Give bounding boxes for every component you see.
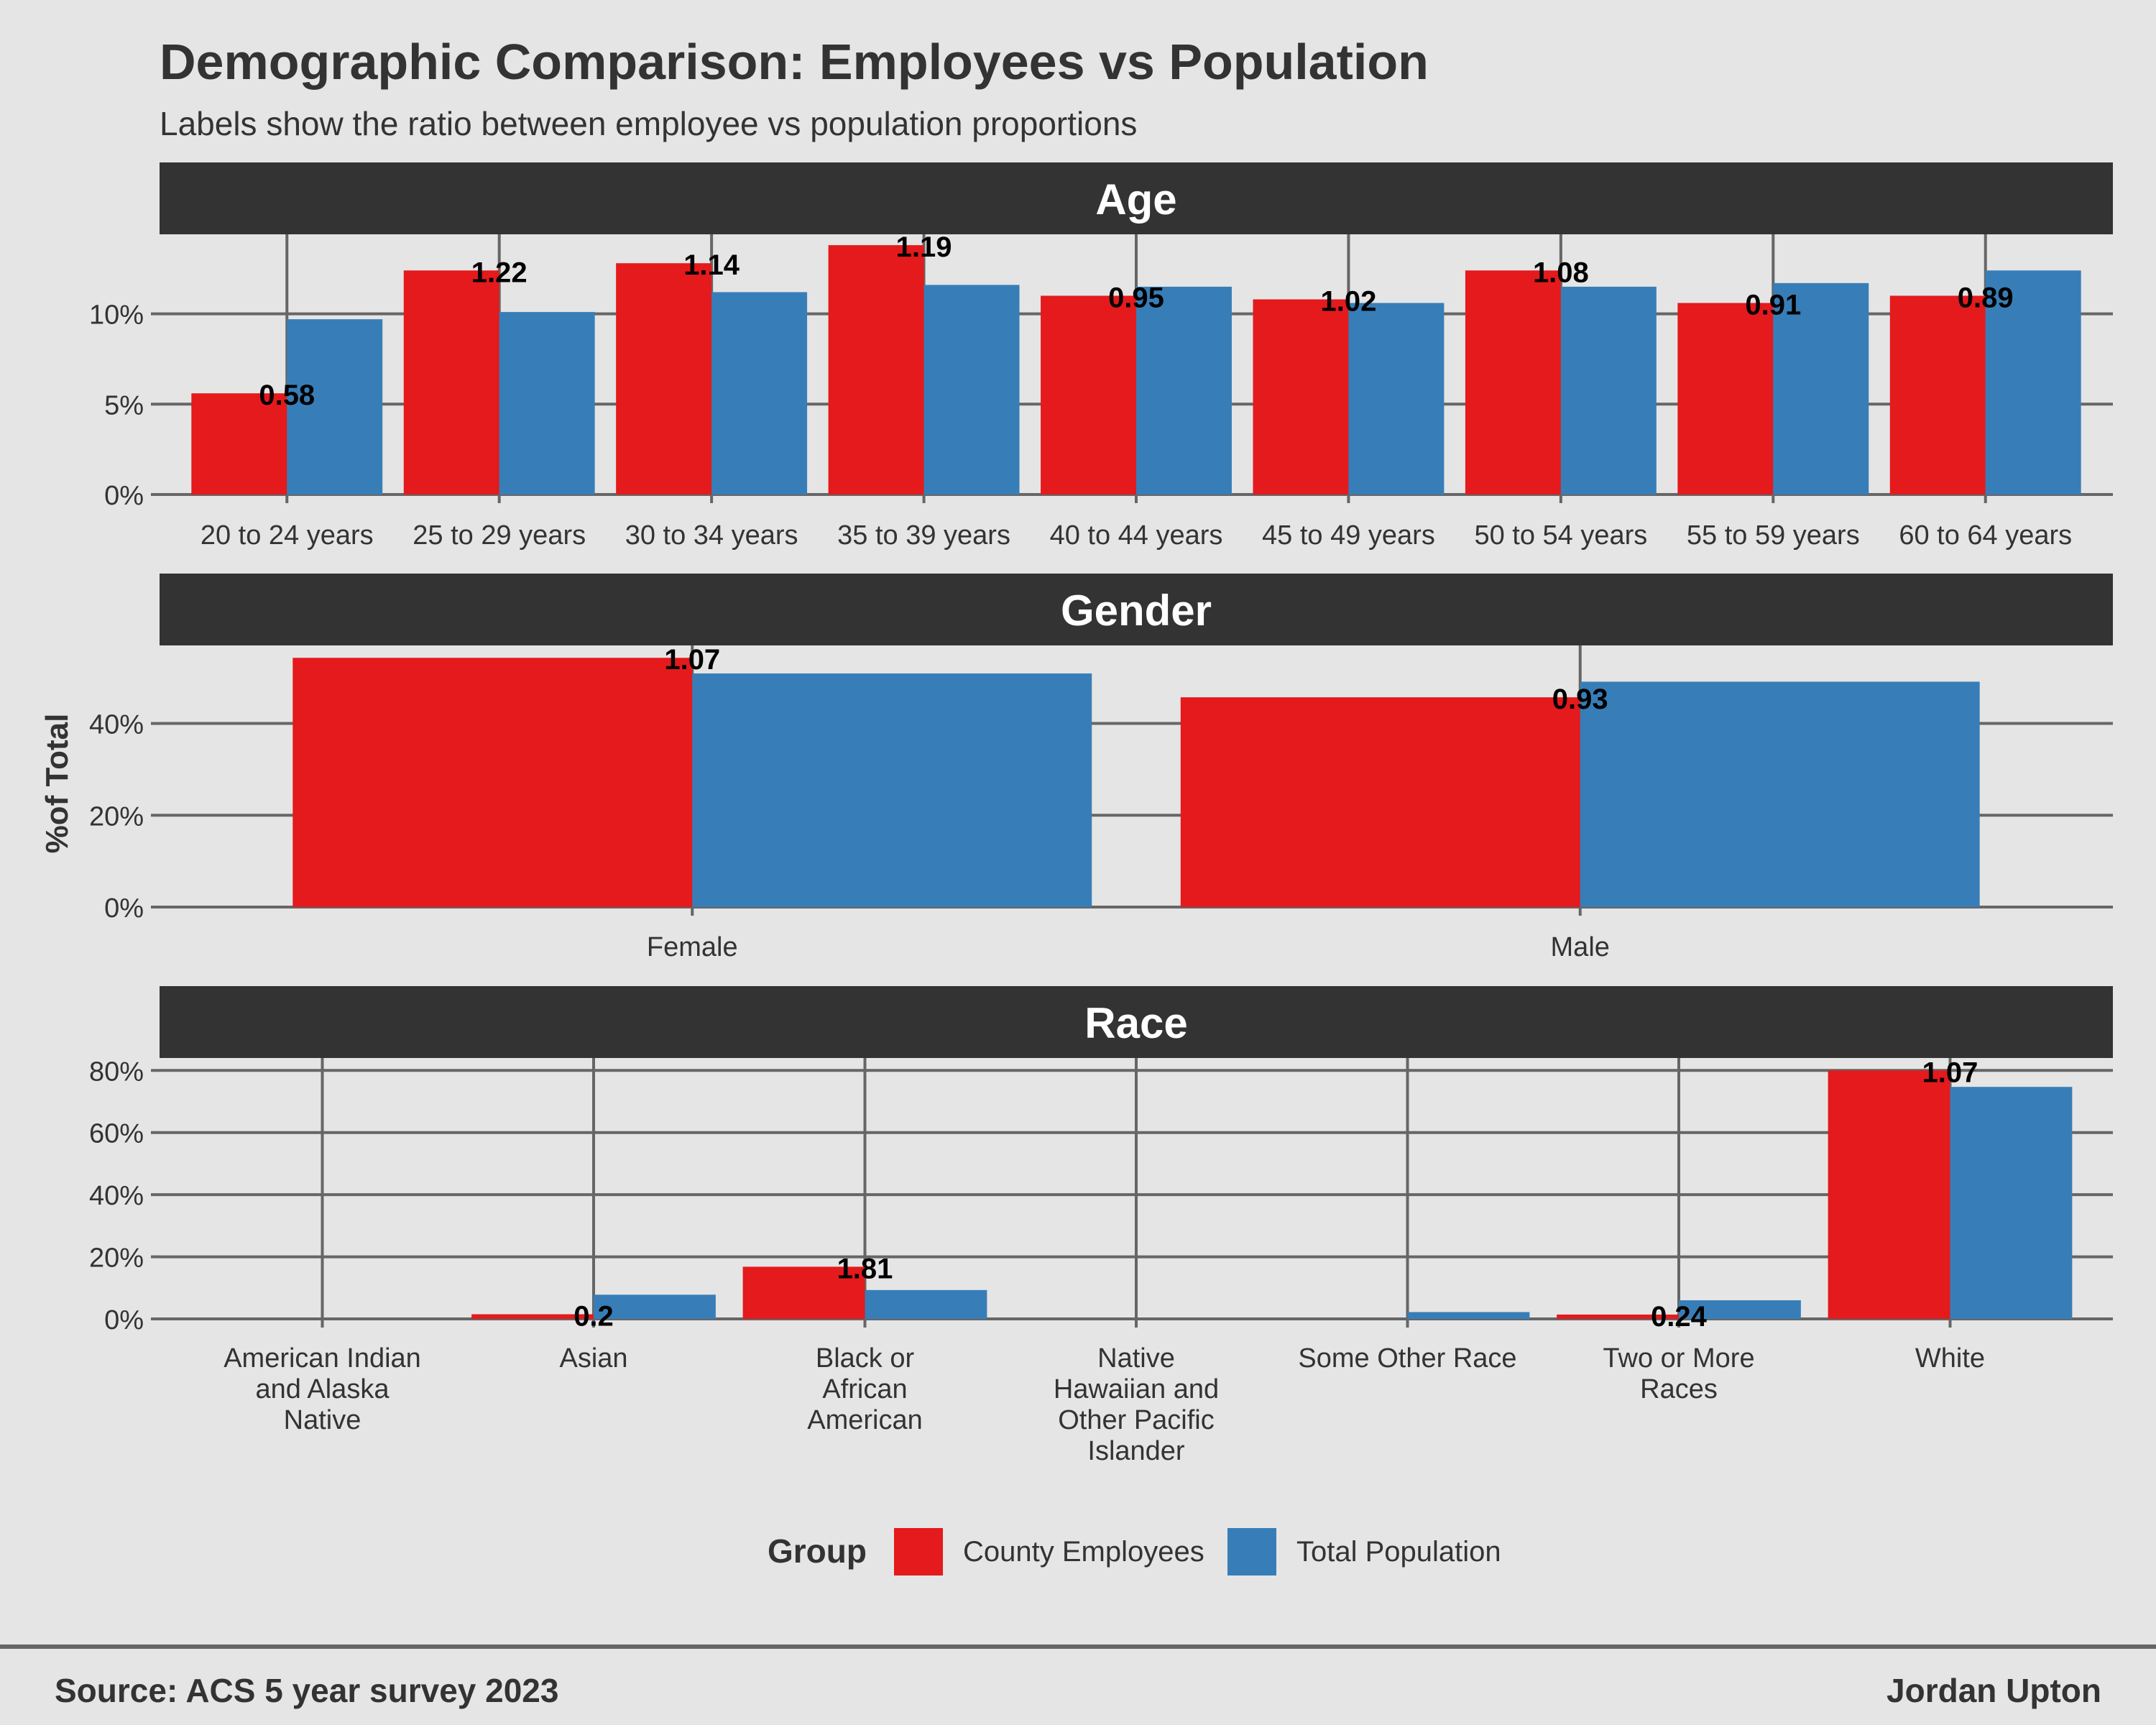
x-tick-label-black-or-african-american: Black or African American <box>807 1343 923 1435</box>
legend-title: Group <box>768 1532 867 1570</box>
bar-total-population-30-to-34-years <box>711 292 808 494</box>
bar-total-population-25-to-29-years <box>499 312 595 494</box>
bar-total-population-55-to-59-years <box>1773 282 1869 494</box>
x-tick-label-american-indian-and-alaska-native: American Indian and Alaska Native <box>224 1343 421 1435</box>
x-tick-label-white: White <box>1915 1343 1985 1374</box>
bar-total-population-white <box>1950 1087 2073 1319</box>
strip-label-race: Race <box>1084 999 1187 1047</box>
bar-total-population-two-or-more-races <box>1679 1300 1801 1319</box>
bar-total-population-45-to-49-years <box>1348 303 1445 494</box>
ratio-label-35-to-39-years: 1.19 <box>896 231 952 263</box>
chart-title: Demographic Comparison: Employees vs Pop… <box>160 34 1429 90</box>
x-tick-label-two-or-more-races: Two or More Races <box>1603 1343 1754 1404</box>
legend-swatch-population <box>1227 1528 1276 1576</box>
bar-total-population-60-to-64-years <box>1985 270 2081 494</box>
bar-county-employees-black-or-african-american <box>742 1266 865 1319</box>
legend: Group County Employees Total Population <box>768 1528 1501 1576</box>
bar-county-employees-40-to-44-years <box>1041 295 1136 494</box>
y-tick-label: 0% <box>104 893 144 924</box>
ratio-label-55-to-59-years: 0.91 <box>1745 290 1801 321</box>
bar-total-population-some-other-race <box>1407 1312 1530 1319</box>
bar-county-employees-25-to-29-years <box>403 270 499 494</box>
strip-race <box>160 986 2113 1058</box>
strip-gender <box>160 574 2113 645</box>
bar-total-population-male <box>1580 681 1980 907</box>
x-tick-label-40-to-44-years: 40 to 44 years <box>1050 520 1223 551</box>
bar-county-employees-50-to-54-years <box>1465 270 1561 494</box>
bar-total-population-female <box>692 673 1092 907</box>
strip-label-age: Age <box>1095 175 1176 224</box>
caption-source: Source: ACS 5 year survey 2023 <box>55 1672 558 1709</box>
bar-total-population-35-to-39-years <box>923 285 1020 494</box>
bar-total-population-40-to-44-years <box>1136 286 1232 494</box>
legend-swatch-employees <box>894 1528 943 1576</box>
y-tick-label: 0% <box>104 481 144 511</box>
ratio-label-40-to-44-years: 0.95 <box>1108 282 1164 313</box>
chart-subtitle: Labels show the ratio between employee v… <box>160 105 1137 142</box>
strip-label-gender: Gender <box>1061 586 1212 635</box>
ratio-label-50-to-54-years: 1.08 <box>1533 257 1589 288</box>
facet-race: Race 0% 20% 40% 60% 80% 0.2 1.81 0.24 1.07 America… <box>89 986 2113 1466</box>
x-tick-label-native-hawaiian-and-other-pacific-islander: Native Hawaiian and Other Pacific Islander <box>1054 1343 1219 1466</box>
y-tick-label: 5% <box>104 390 144 420</box>
bar-county-employees-asian <box>471 1314 594 1319</box>
x-tick-label-20-to-24-years: 20 to 24 years <box>201 520 374 551</box>
x-tick-label-60-to-64-years: 60 to 64 years <box>1899 520 2072 551</box>
strip-age <box>160 162 2113 234</box>
y-tick-label: 20% <box>89 1243 144 1274</box>
bar-county-employees-30-to-34-years <box>616 263 712 494</box>
x-tick-label-35-to-39-years: 35 to 39 years <box>837 520 1010 551</box>
ratio-label-black-or-african-american: 1.81 <box>837 1253 893 1284</box>
x-tick-label-50-to-54-years: 50 to 54 years <box>1474 520 1647 551</box>
legend-label-population: Total Population <box>1296 1536 1501 1568</box>
caption-author: Jordan Upton <box>1886 1672 2101 1709</box>
x-tick-label-female: Female <box>647 932 738 962</box>
bar-total-population-20-to-24-years <box>287 319 383 494</box>
ratio-label-asian: 0.2 <box>573 1301 614 1333</box>
y-tick-label: 10% <box>89 300 144 331</box>
bar-total-population-asian <box>594 1294 716 1319</box>
ratio-label-25-to-29-years: 1.22 <box>471 257 528 288</box>
facet-age: Age 0% 5% 10% 0.58 1.22 1.14 1.19 0.95 1.02 1.08 0.… <box>89 162 2113 551</box>
ratio-label-45-to-49-years: 1.02 <box>1321 286 1377 318</box>
bar-total-population-50-to-54-years <box>1560 286 1657 494</box>
x-tick-label-25-to-29-years: 25 to 29 years <box>413 520 586 551</box>
x-tick-label-some-other-race: Some Other Race <box>1298 1343 1516 1374</box>
y-axis-label: %of Total <box>40 714 75 854</box>
ratio-label-two-or-more-races: 0.24 <box>1651 1301 1708 1333</box>
bar-county-employees-male <box>1180 697 1580 907</box>
x-tick-label-male: Male <box>1551 932 1610 962</box>
facet-gender: Gender 0% 20% 40% 1.07 0.93 Female Male <box>89 574 2113 962</box>
bar-county-employees-35-to-39-years <box>828 245 924 494</box>
ratio-label-20-to-24-years: 0.58 <box>259 380 315 411</box>
x-tick-label-asian: Asian <box>559 1343 627 1374</box>
y-tick-label: 40% <box>89 710 144 740</box>
bar-county-employees-60-to-64-years <box>1889 295 1986 494</box>
bar-county-employees-female <box>292 658 693 907</box>
bar-total-population-black-or-african-american <box>865 1289 987 1319</box>
x-tick-label-45-to-49-years: 45 to 49 years <box>1262 520 1435 551</box>
bar-county-employees-two-or-more-races <box>1557 1314 1679 1319</box>
ratio-label-60-to-64-years: 0.89 <box>1958 282 2014 313</box>
x-tick-label-30-to-34-years: 30 to 34 years <box>625 520 798 551</box>
bar-county-employees-55-to-59-years <box>1677 303 1774 494</box>
bar-county-employees-white <box>1828 1070 1950 1319</box>
ratio-label-female: 1.07 <box>664 644 720 676</box>
facet-panels: Age 0% 5% 10% 0.58 1.22 1.14 1.19 0.95 1.02 1.08 0.… <box>89 162 2113 1466</box>
bar-county-employees-20-to-24-years <box>191 393 287 494</box>
legend-label-employees: County Employees <box>963 1536 1204 1568</box>
y-tick-label: 40% <box>89 1181 144 1211</box>
y-tick-label: 20% <box>89 801 144 832</box>
ratio-label-white: 1.07 <box>1922 1057 1978 1088</box>
x-tick-label-55-to-59-years: 55 to 59 years <box>1687 520 1860 551</box>
ratio-label-30-to-34-years: 1.14 <box>683 249 740 281</box>
bar-county-employees-45-to-49-years <box>1253 299 1349 494</box>
y-tick-label: 80% <box>89 1057 144 1087</box>
ratio-label-male: 0.93 <box>1552 684 1608 715</box>
y-tick-label: 60% <box>89 1119 144 1149</box>
y-tick-label: 0% <box>104 1305 144 1335</box>
